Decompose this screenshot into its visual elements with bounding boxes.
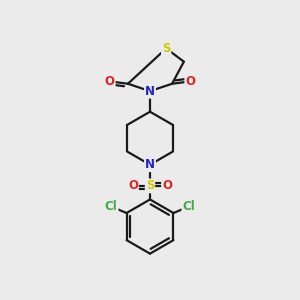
Text: N: N [145,85,155,98]
Text: S: S [162,42,170,55]
Text: O: O [185,75,195,88]
Text: N: N [145,158,155,171]
Text: O: O [162,179,172,192]
Text: S: S [146,179,154,192]
Text: O: O [128,179,138,192]
Text: Cl: Cl [105,200,118,213]
Text: O: O [105,75,115,88]
Text: Cl: Cl [182,200,195,213]
